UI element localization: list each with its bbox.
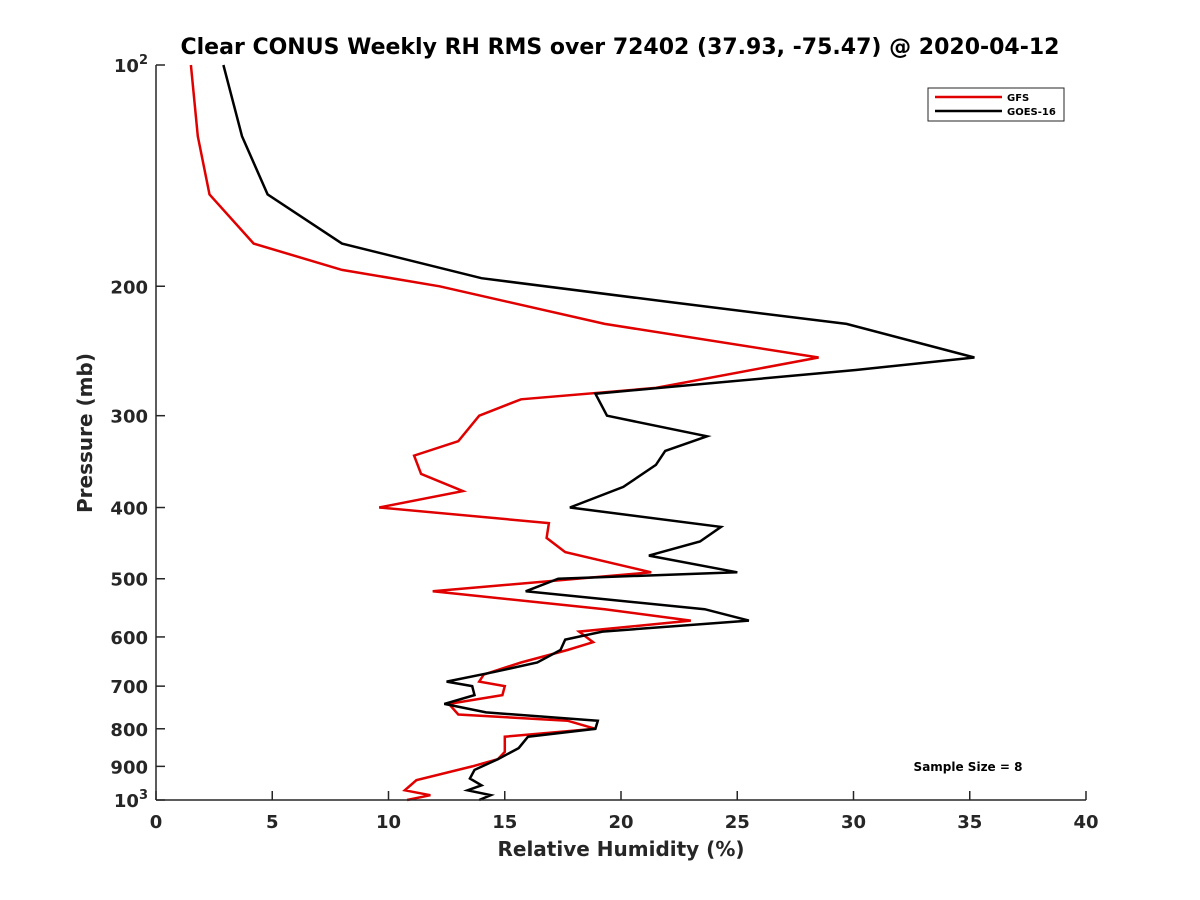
x-tick-label: 35 [957, 812, 982, 833]
x-tick-label: 25 [725, 812, 750, 833]
series-line-gfs [189, 64, 819, 802]
x-tick-label: 40 [1073, 812, 1098, 833]
series-layer [189, 64, 975, 802]
x-tick-label: 30 [841, 812, 866, 833]
sample-size-annotation: Sample Size = 8 [914, 760, 1023, 774]
y-tick-label: 300 [110, 407, 148, 428]
legend: GFS GOES-16 [927, 87, 1065, 122]
legend-label-goes16: GOES-16 [1007, 107, 1056, 118]
series-line-goes16 [222, 64, 975, 802]
legend-box [927, 87, 1065, 122]
x-tick-label: 20 [608, 812, 633, 833]
y-tick-label: 800 [110, 720, 148, 741]
x-tick-label: 10 [376, 812, 401, 833]
y-axis-label: Pressure (mb) [73, 353, 97, 513]
legend-label-gfs: GFS [1007, 93, 1029, 104]
x-axis-label: Relative Humidity (%) [497, 837, 744, 861]
y-tick-label: 900 [110, 757, 148, 778]
y-tick-label: 600 [110, 628, 148, 649]
y-tick-label: 400 [110, 499, 148, 520]
chart-title: Clear CONUS Weekly RH RMS over 72402 (37… [181, 35, 1060, 60]
x-tick-label: 5 [266, 812, 279, 833]
x-tick-label: 0 [150, 812, 163, 833]
y-tick-label: 500 [110, 570, 148, 591]
x-ticks: 0 5 10 15 20 25 30 35 40 [150, 791, 1099, 833]
y-tick-label: 700 [110, 677, 148, 698]
x-tick-label: 15 [492, 812, 517, 833]
y-tick-label: 200 [110, 277, 148, 298]
